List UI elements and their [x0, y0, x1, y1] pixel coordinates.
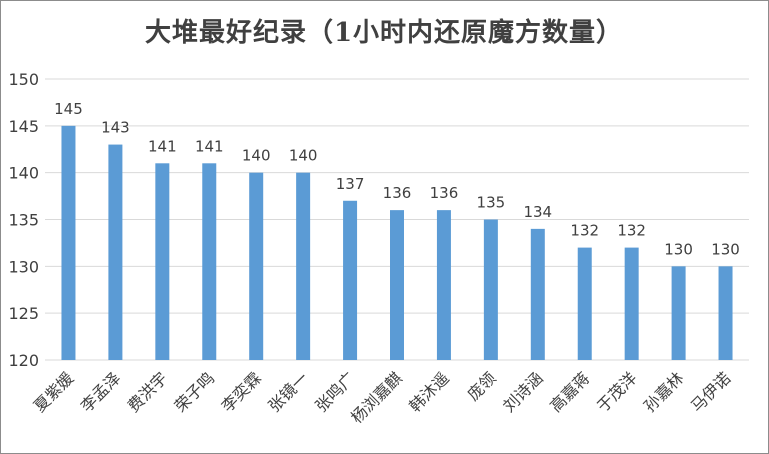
y-tick-label: 125 — [8, 304, 39, 323]
data-label: 136 — [383, 184, 412, 202]
data-label: 140 — [242, 147, 271, 165]
bar — [390, 210, 404, 360]
data-label: 132 — [617, 222, 646, 240]
x-tick-label: 韩沐遥 — [405, 368, 452, 415]
data-label: 137 — [336, 175, 365, 193]
data-label: 143 — [101, 119, 130, 137]
data-label: 140 — [289, 147, 318, 165]
data-labels: 145 143 141 141 140 140 137 136 136 135 134 132 132 1… — [54, 100, 740, 258]
bar — [483, 219, 498, 360]
data-label: 132 — [570, 222, 599, 240]
x-tick-label: 李奕霖 — [218, 368, 265, 415]
bar — [155, 163, 170, 360]
bars — [61, 125, 733, 360]
chart-title: 大堆最好纪录（1小时内还原魔方数量） — [145, 17, 623, 48]
x-tick-label: 刘诗涵 — [499, 368, 546, 415]
data-label: 145 — [54, 100, 83, 118]
bar — [61, 125, 76, 360]
bar — [577, 247, 592, 360]
y-axis-ticks: 120 125 130 135 140 145 150 — [8, 70, 39, 370]
data-label: 130 — [711, 240, 740, 258]
y-tick-label: 135 — [8, 211, 39, 230]
y-tick-label: 140 — [8, 164, 39, 183]
x-tick-label: 张镜一 — [265, 368, 312, 415]
bar — [343, 200, 358, 360]
bar — [530, 228, 545, 360]
bar — [436, 210, 451, 360]
data-label: 134 — [523, 203, 552, 221]
x-tick-label: 孙嘉林 — [640, 368, 687, 415]
bar — [671, 266, 686, 360]
data-label: 141 — [148, 137, 177, 155]
bar — [249, 172, 264, 360]
x-tick-label: 费洪宇 — [124, 368, 171, 415]
y-tick-label: 130 — [8, 257, 39, 276]
data-label: 130 — [664, 240, 693, 258]
x-tick-label: 高嘉蒋 — [546, 368, 593, 415]
bar — [624, 247, 639, 360]
bar — [202, 163, 217, 360]
x-tick-label: 庞领 — [464, 368, 500, 404]
y-tick-label: 145 — [8, 117, 39, 136]
y-tick-label: 150 — [8, 70, 39, 89]
bar — [718, 266, 733, 360]
x-tick-label: 于茂洋 — [593, 368, 640, 415]
x-tick-label: 李孟泽 — [77, 368, 124, 415]
data-label: 136 — [430, 184, 459, 202]
x-tick-label: 杨浏嘉麒 — [347, 368, 406, 427]
x-tick-label: 夏紫媛 — [30, 368, 77, 415]
bar — [296, 172, 311, 360]
data-label: 141 — [195, 137, 224, 155]
x-axis-labels: 夏紫媛 李孟泽 费洪宇 荣子鸣 李奕霖 张镜一 张鸣广杨浏嘉麒 韩沐遥 庞领 刘诗涵 高嘉蒋 于茂洋孙… — [30, 368, 734, 427]
y-tick-label: 120 — [8, 351, 39, 370]
bar — [108, 144, 123, 360]
data-label: 135 — [477, 194, 506, 212]
x-tick-label: 荣子鸣 — [171, 368, 218, 415]
x-tick-label: 马伊诺 — [687, 368, 734, 415]
